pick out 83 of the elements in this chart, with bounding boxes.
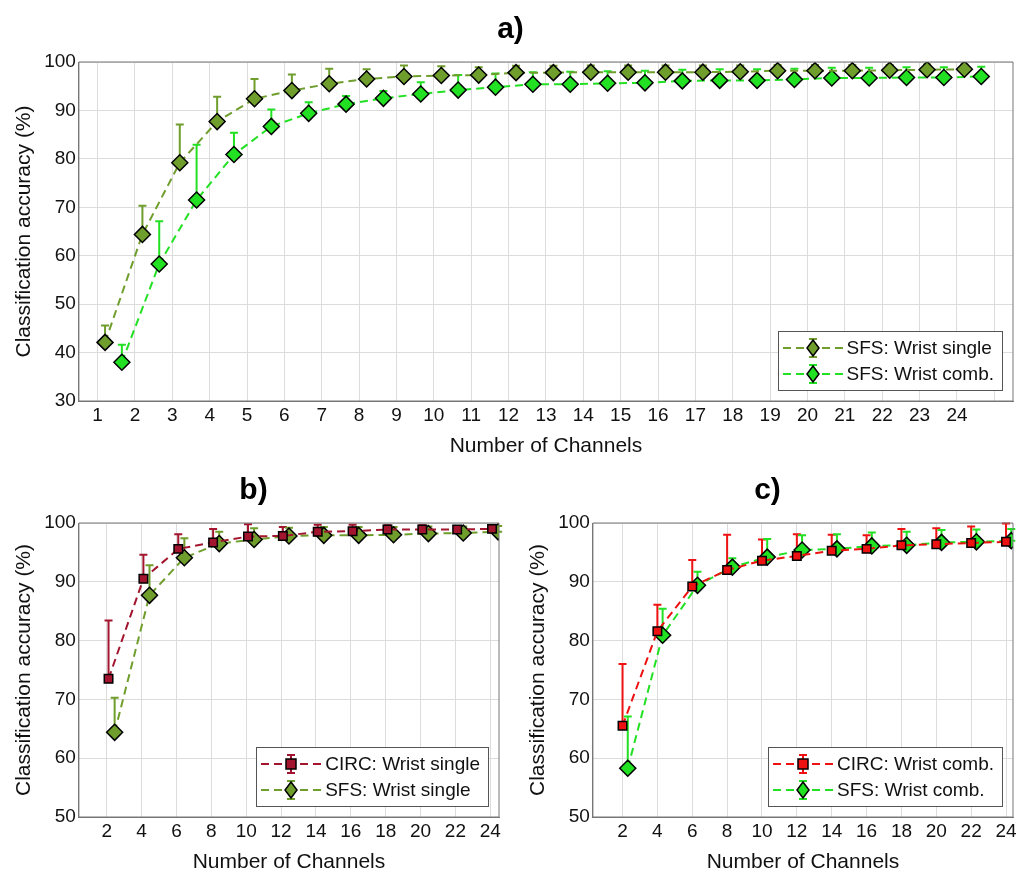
x-tick-label: 22: [960, 819, 982, 841]
x-tick-label: 2: [101, 819, 113, 841]
x-tick-label: 12: [786, 819, 808, 841]
y-tick-label: 90: [54, 98, 76, 120]
y-tick-label: 60: [568, 746, 590, 768]
y-axis-title: Classification accuracy (%): [11, 105, 35, 358]
y-tick-label: 50: [568, 805, 590, 827]
x-tick-label: 3: [167, 403, 178, 425]
x-tick-label: 2: [617, 819, 628, 841]
x-tick-label: 18: [722, 403, 744, 425]
chart-title: b): [239, 472, 268, 506]
y-axis-title: Classification accuracy (%): [11, 543, 35, 797]
chart-title: c): [754, 472, 781, 506]
y-tick-label: 50: [54, 292, 76, 314]
y-tick-label: 70: [54, 687, 76, 709]
y-tick-label: 70: [568, 687, 590, 709]
x-tick-label: 12: [270, 819, 292, 841]
y-tick-label: 80: [568, 628, 590, 650]
x-tick-label: 1: [92, 403, 103, 425]
legend-label: CIRC: Wrist comb.: [837, 752, 994, 776]
x-tick-label: 4: [136, 819, 148, 841]
x-axis-title: Number of Channels: [449, 433, 643, 457]
x-tick-label: 14: [572, 403, 595, 425]
x-tick-label: 7: [316, 403, 328, 425]
y-tick-label: 30: [54, 389, 76, 411]
x-tick-label: 20: [409, 819, 432, 841]
x-tick-label: 22: [871, 403, 893, 425]
x-tick-label: 18: [375, 819, 397, 841]
y-tick-label: 50: [54, 805, 76, 827]
legend-label: SFS: Wrist single: [325, 778, 471, 802]
x-tick-label: 12: [498, 403, 520, 425]
y-tick-label: 60: [54, 746, 76, 768]
x-tick-label: 9: [391, 403, 402, 425]
legend-label: SFS: Wrist comb.: [837, 778, 985, 802]
x-tick-label: 5: [241, 403, 253, 425]
x-tick-label: 10: [751, 819, 773, 841]
x-tick-label: 17: [684, 403, 706, 425]
x-tick-label: 4: [204, 403, 216, 425]
x-tick-label: 16: [647, 403, 669, 425]
x-tick-label: 14: [821, 819, 843, 841]
x-tick-label: 24: [995, 819, 1018, 841]
x-tick-label: 6: [279, 403, 290, 425]
x-axis-title: Number of Channels: [192, 849, 386, 873]
x-tick-label: 16: [856, 819, 878, 841]
x-tick-label: 13: [535, 403, 557, 425]
y-axis-title: Classification accuracy (%): [525, 543, 549, 797]
x-tick-label: 8: [353, 403, 365, 425]
x-axis-title: Number of Channels: [706, 849, 900, 873]
x-tick-label: 4: [652, 819, 664, 841]
x-tick-label: 8: [206, 819, 217, 841]
y-tick-label: 100: [44, 511, 76, 533]
x-tick-label: 11: [461, 403, 482, 425]
y-tick-label: 70: [54, 195, 76, 217]
x-tick-label: 21: [834, 403, 856, 425]
x-tick-label: 8: [721, 819, 733, 841]
y-tick-label: 40: [54, 340, 76, 362]
x-tick-label: 20: [925, 819, 947, 841]
x-tick-label: 10: [423, 403, 445, 425]
x-tick-label: 24: [946, 403, 968, 425]
x-tick-label: 2: [129, 403, 141, 425]
x-tick-label: 6: [171, 819, 182, 841]
x-tick-label: 20: [796, 403, 819, 425]
chart-title: a): [497, 11, 524, 45]
y-tick-label: 60: [54, 243, 76, 265]
x-tick-label: 22: [444, 819, 466, 841]
x-tick-label: 10: [235, 819, 257, 841]
x-tick-label: 23: [909, 403, 931, 425]
y-tick-label: 80: [54, 147, 76, 169]
y-tick-label: 90: [54, 570, 76, 592]
x-tick-label: 18: [890, 819, 913, 841]
x-tick-label: 14: [305, 819, 327, 841]
y-tick-label: 100: [44, 50, 76, 72]
legend-label: CIRC: Wrist single: [325, 752, 480, 776]
x-tick-label: 15: [610, 403, 632, 425]
y-tick-label: 100: [558, 511, 590, 533]
legend-label: SFS: Wrist single: [846, 336, 992, 360]
x-tick-label: 24: [479, 819, 502, 841]
x-tick-label: 19: [759, 403, 781, 425]
legend-label: SFS: Wrist comb.: [846, 362, 994, 386]
y-tick-label: 90: [568, 570, 590, 592]
x-tick-label: 16: [340, 819, 362, 841]
x-tick-label: 6: [686, 819, 698, 841]
y-tick-label: 80: [54, 628, 76, 650]
